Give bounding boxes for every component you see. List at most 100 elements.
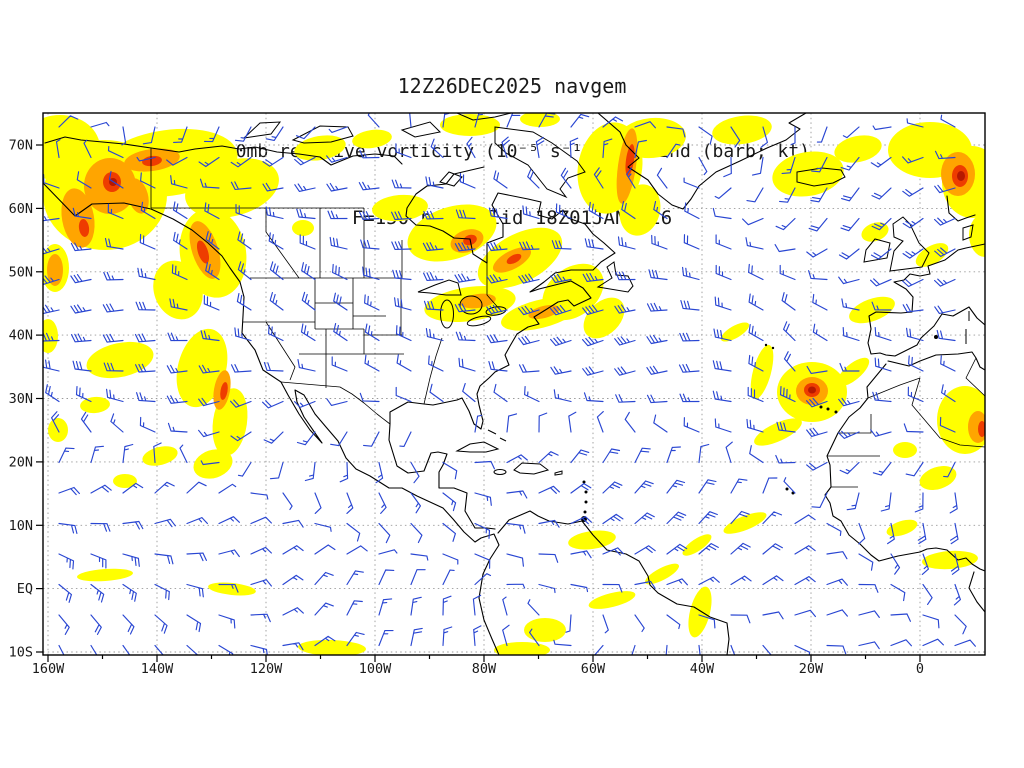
vorticity-blob — [922, 550, 978, 570]
lake-superior — [417, 279, 462, 296]
vorticity-blob — [524, 618, 566, 642]
island-antilles — [584, 490, 588, 494]
vorticity-blob — [588, 591, 636, 609]
island-antilles — [582, 480, 586, 484]
vorticity-blob — [298, 639, 366, 655]
vorticity-blob — [86, 341, 154, 379]
vorticity-blob — [619, 184, 661, 236]
vorticity-blob — [460, 293, 496, 309]
vorticity-blob — [43, 319, 58, 353]
vorticity-blob — [772, 151, 844, 197]
coastline-gulf-atlantic-hudson — [389, 166, 616, 430]
vorticity-blob — [208, 582, 256, 596]
islands-high-arctic — [456, 113, 512, 121]
map-frame — [42, 112, 986, 656]
islands-canary — [834, 410, 838, 414]
border-us-states — [243, 278, 443, 405]
vorticity-blob — [193, 449, 233, 479]
islands-mediterranean — [965, 311, 970, 344]
island-antilles — [583, 510, 587, 514]
lake-huron — [459, 295, 483, 315]
coastline-europe — [867, 243, 985, 357]
title-init-model: 12Z26DEC2025 navgem — [397, 74, 627, 98]
vorticity-blob — [196, 240, 210, 264]
island-southampton — [439, 171, 463, 187]
lat-label: 30N — [9, 391, 33, 407]
lat-label: 60N — [9, 201, 33, 217]
vorticity-blob — [352, 129, 392, 149]
lat-label: 40N — [9, 328, 33, 344]
vorticity-blob — [142, 446, 178, 466]
lon-label: 40W — [690, 661, 715, 677]
vorticity-blob — [494, 642, 550, 655]
vorticity-blob — [77, 568, 133, 582]
vorticity-blob — [372, 194, 428, 222]
vorticity-blob — [808, 386, 816, 394]
lat-axis-labels: 70N 60N 50N 40N 30N 20N 10N EQ 10S — [9, 138, 33, 661]
islands-cape-verde — [785, 487, 789, 491]
vorticity-blob — [113, 474, 137, 488]
lon-label: 60W — [581, 661, 606, 677]
lon-label: 80W — [472, 661, 497, 677]
islands-canary — [826, 407, 830, 411]
vorticity-blob — [893, 442, 917, 458]
vorticity-blob — [568, 530, 616, 550]
coastline-africa-west — [824, 363, 985, 572]
islands-azores — [764, 343, 768, 347]
vorticity-blob — [153, 260, 203, 320]
lon-label: 120W — [250, 661, 283, 677]
lat-label: 10S — [9, 645, 33, 661]
island-newfoundland — [596, 261, 634, 293]
coastline-africa-gabon — [968, 571, 985, 613]
vorticity-blob — [957, 171, 965, 181]
island-britain — [889, 216, 930, 272]
island-cuba — [455, 441, 500, 453]
island-victoria — [291, 125, 354, 144]
lat-label: 10N — [9, 518, 33, 534]
islands-bahamas — [487, 429, 507, 442]
vorticity-blob — [834, 135, 882, 163]
lat-label: 20N — [9, 454, 33, 470]
peninsula-denmark — [962, 224, 974, 241]
vorticity-blob — [644, 563, 680, 585]
coastline-pacific-americas — [43, 182, 500, 655]
lat-label: 50N — [9, 264, 33, 280]
vorticity-blob — [723, 512, 767, 534]
vorticity-blob — [43, 115, 100, 181]
island-ireland — [863, 238, 891, 263]
vorticity-blob — [292, 220, 314, 236]
vorticity-blob — [919, 466, 957, 490]
vorticity-blob — [720, 322, 750, 342]
island-antilles — [584, 500, 588, 504]
island-somerset — [400, 121, 442, 138]
island-banks — [242, 121, 282, 139]
vorticity-blob — [440, 114, 500, 136]
coastlines — [43, 113, 985, 655]
island-iceland — [796, 167, 846, 187]
lon-label: 160W — [32, 661, 65, 677]
vorticity-blob — [78, 219, 90, 237]
vorticity-blob — [220, 382, 228, 400]
vorticity-blob — [142, 155, 162, 167]
vorticity-blob — [625, 144, 635, 176]
vorticity-blob — [80, 396, 110, 414]
island-puerto-rico — [554, 470, 563, 476]
islands-canary — [819, 405, 823, 409]
coastline-south-america-north — [497, 510, 730, 655]
island-jamaica — [493, 469, 507, 475]
coastline-norway — [946, 195, 976, 222]
vorticity-blob — [688, 586, 712, 638]
wind-barb-field — [43, 113, 976, 655]
lake-ontario — [485, 306, 507, 316]
island-hispaniola — [513, 462, 550, 475]
vorticity-blob — [750, 344, 774, 400]
island-balearic — [934, 335, 938, 339]
vorticity-blob — [506, 253, 522, 265]
vorticity-blob — [978, 421, 985, 437]
coastline-africa-north — [887, 351, 985, 371]
border-canada-provinces — [150, 148, 503, 313]
wind-barbs — [43, 113, 976, 655]
lon-label: 20W — [799, 661, 824, 677]
lat-label: 70N — [9, 138, 33, 154]
lat-label: EQ — [17, 581, 33, 597]
